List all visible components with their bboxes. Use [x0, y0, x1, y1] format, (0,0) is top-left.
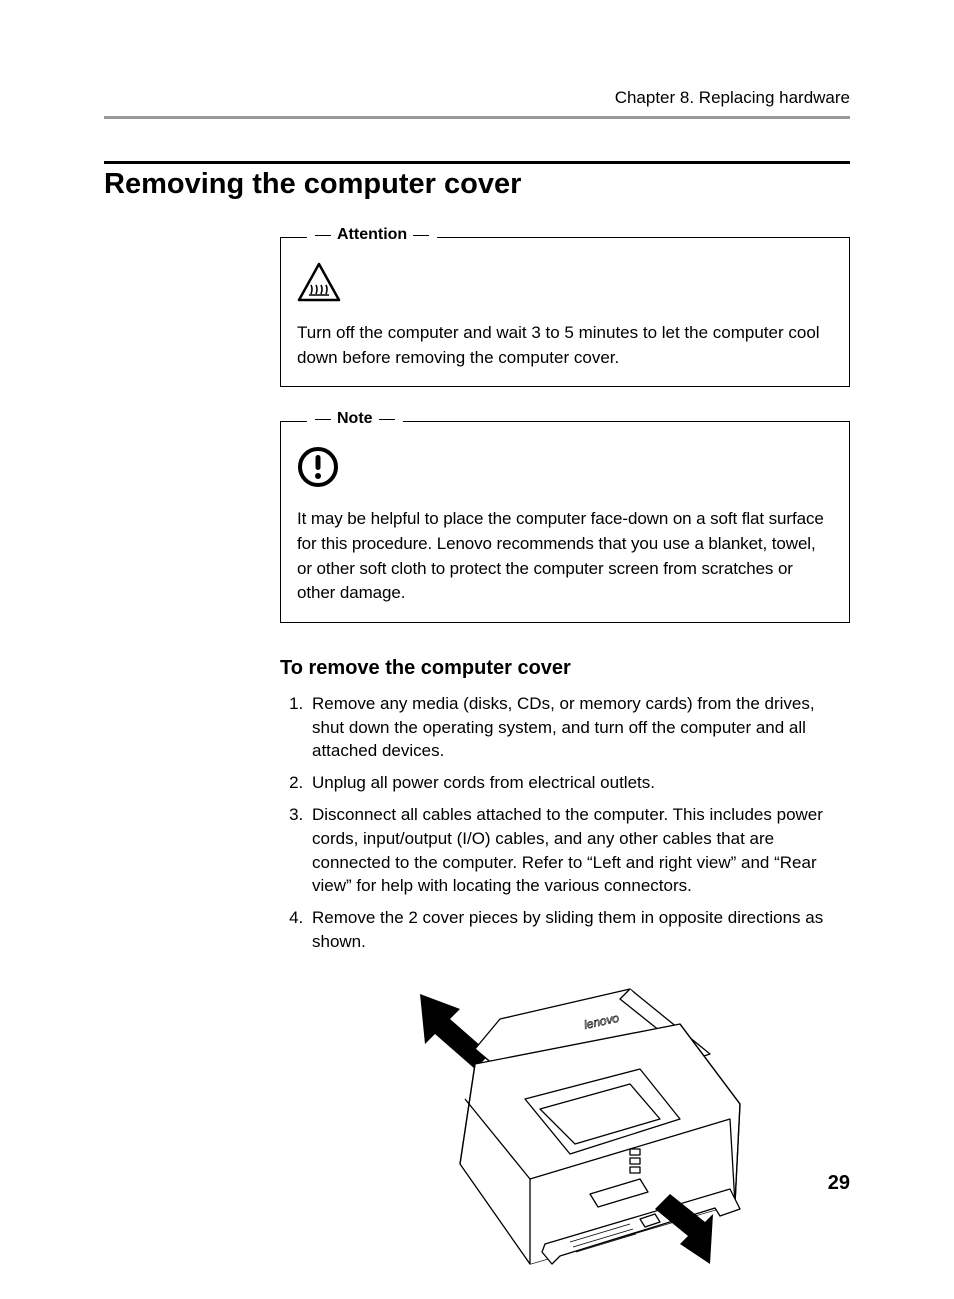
legend-dash-left [315, 235, 331, 236]
arrow-upper-left-icon [420, 994, 490, 1069]
section-title: Removing the computer cover [104, 168, 850, 201]
attention-legend: Attention [307, 226, 437, 244]
section-rule [104, 161, 850, 164]
legend-dash-right [413, 235, 429, 236]
note-legend-text: Note [337, 410, 373, 428]
attention-callout: Attention Turn off the computer and wait… [280, 237, 850, 387]
subheading: To remove the computer cover [280, 657, 850, 680]
attention-text: Turn off the computer and wait 3 to 5 mi… [297, 321, 833, 370]
cover-removal-diagram: lenovo [280, 964, 850, 1299]
note-text: It may be helpful to place the computer … [297, 507, 833, 606]
step-item: Unplug all power cords from electrical o… [308, 771, 850, 795]
step-item: Disconnect all cables attached to the co… [308, 803, 850, 898]
content-column: Attention Turn off the computer and wait… [280, 237, 850, 1299]
legend-dash-right [379, 419, 395, 420]
hot-surface-icon [297, 262, 833, 307]
step-item: Remove the 2 cover pieces by sliding the… [308, 906, 850, 954]
attention-legend-text: Attention [337, 226, 407, 244]
exclamation-circle-icon [297, 446, 833, 493]
legend-dash-left [315, 419, 331, 420]
note-callout: Note It may be helpful to place the comp… [280, 421, 850, 623]
document-page: Chapter 8. Replacing hardware Removing t… [0, 0, 954, 1243]
header-rule [104, 116, 850, 119]
step-item: Remove any media (disks, CDs, or memory … [308, 692, 850, 763]
chapter-header: Chapter 8. Replacing hardware [104, 88, 850, 108]
note-legend: Note [307, 410, 403, 428]
steps-list: Remove any media (disks, CDs, or memory … [280, 692, 850, 954]
page-number: 29 [828, 1172, 850, 1195]
